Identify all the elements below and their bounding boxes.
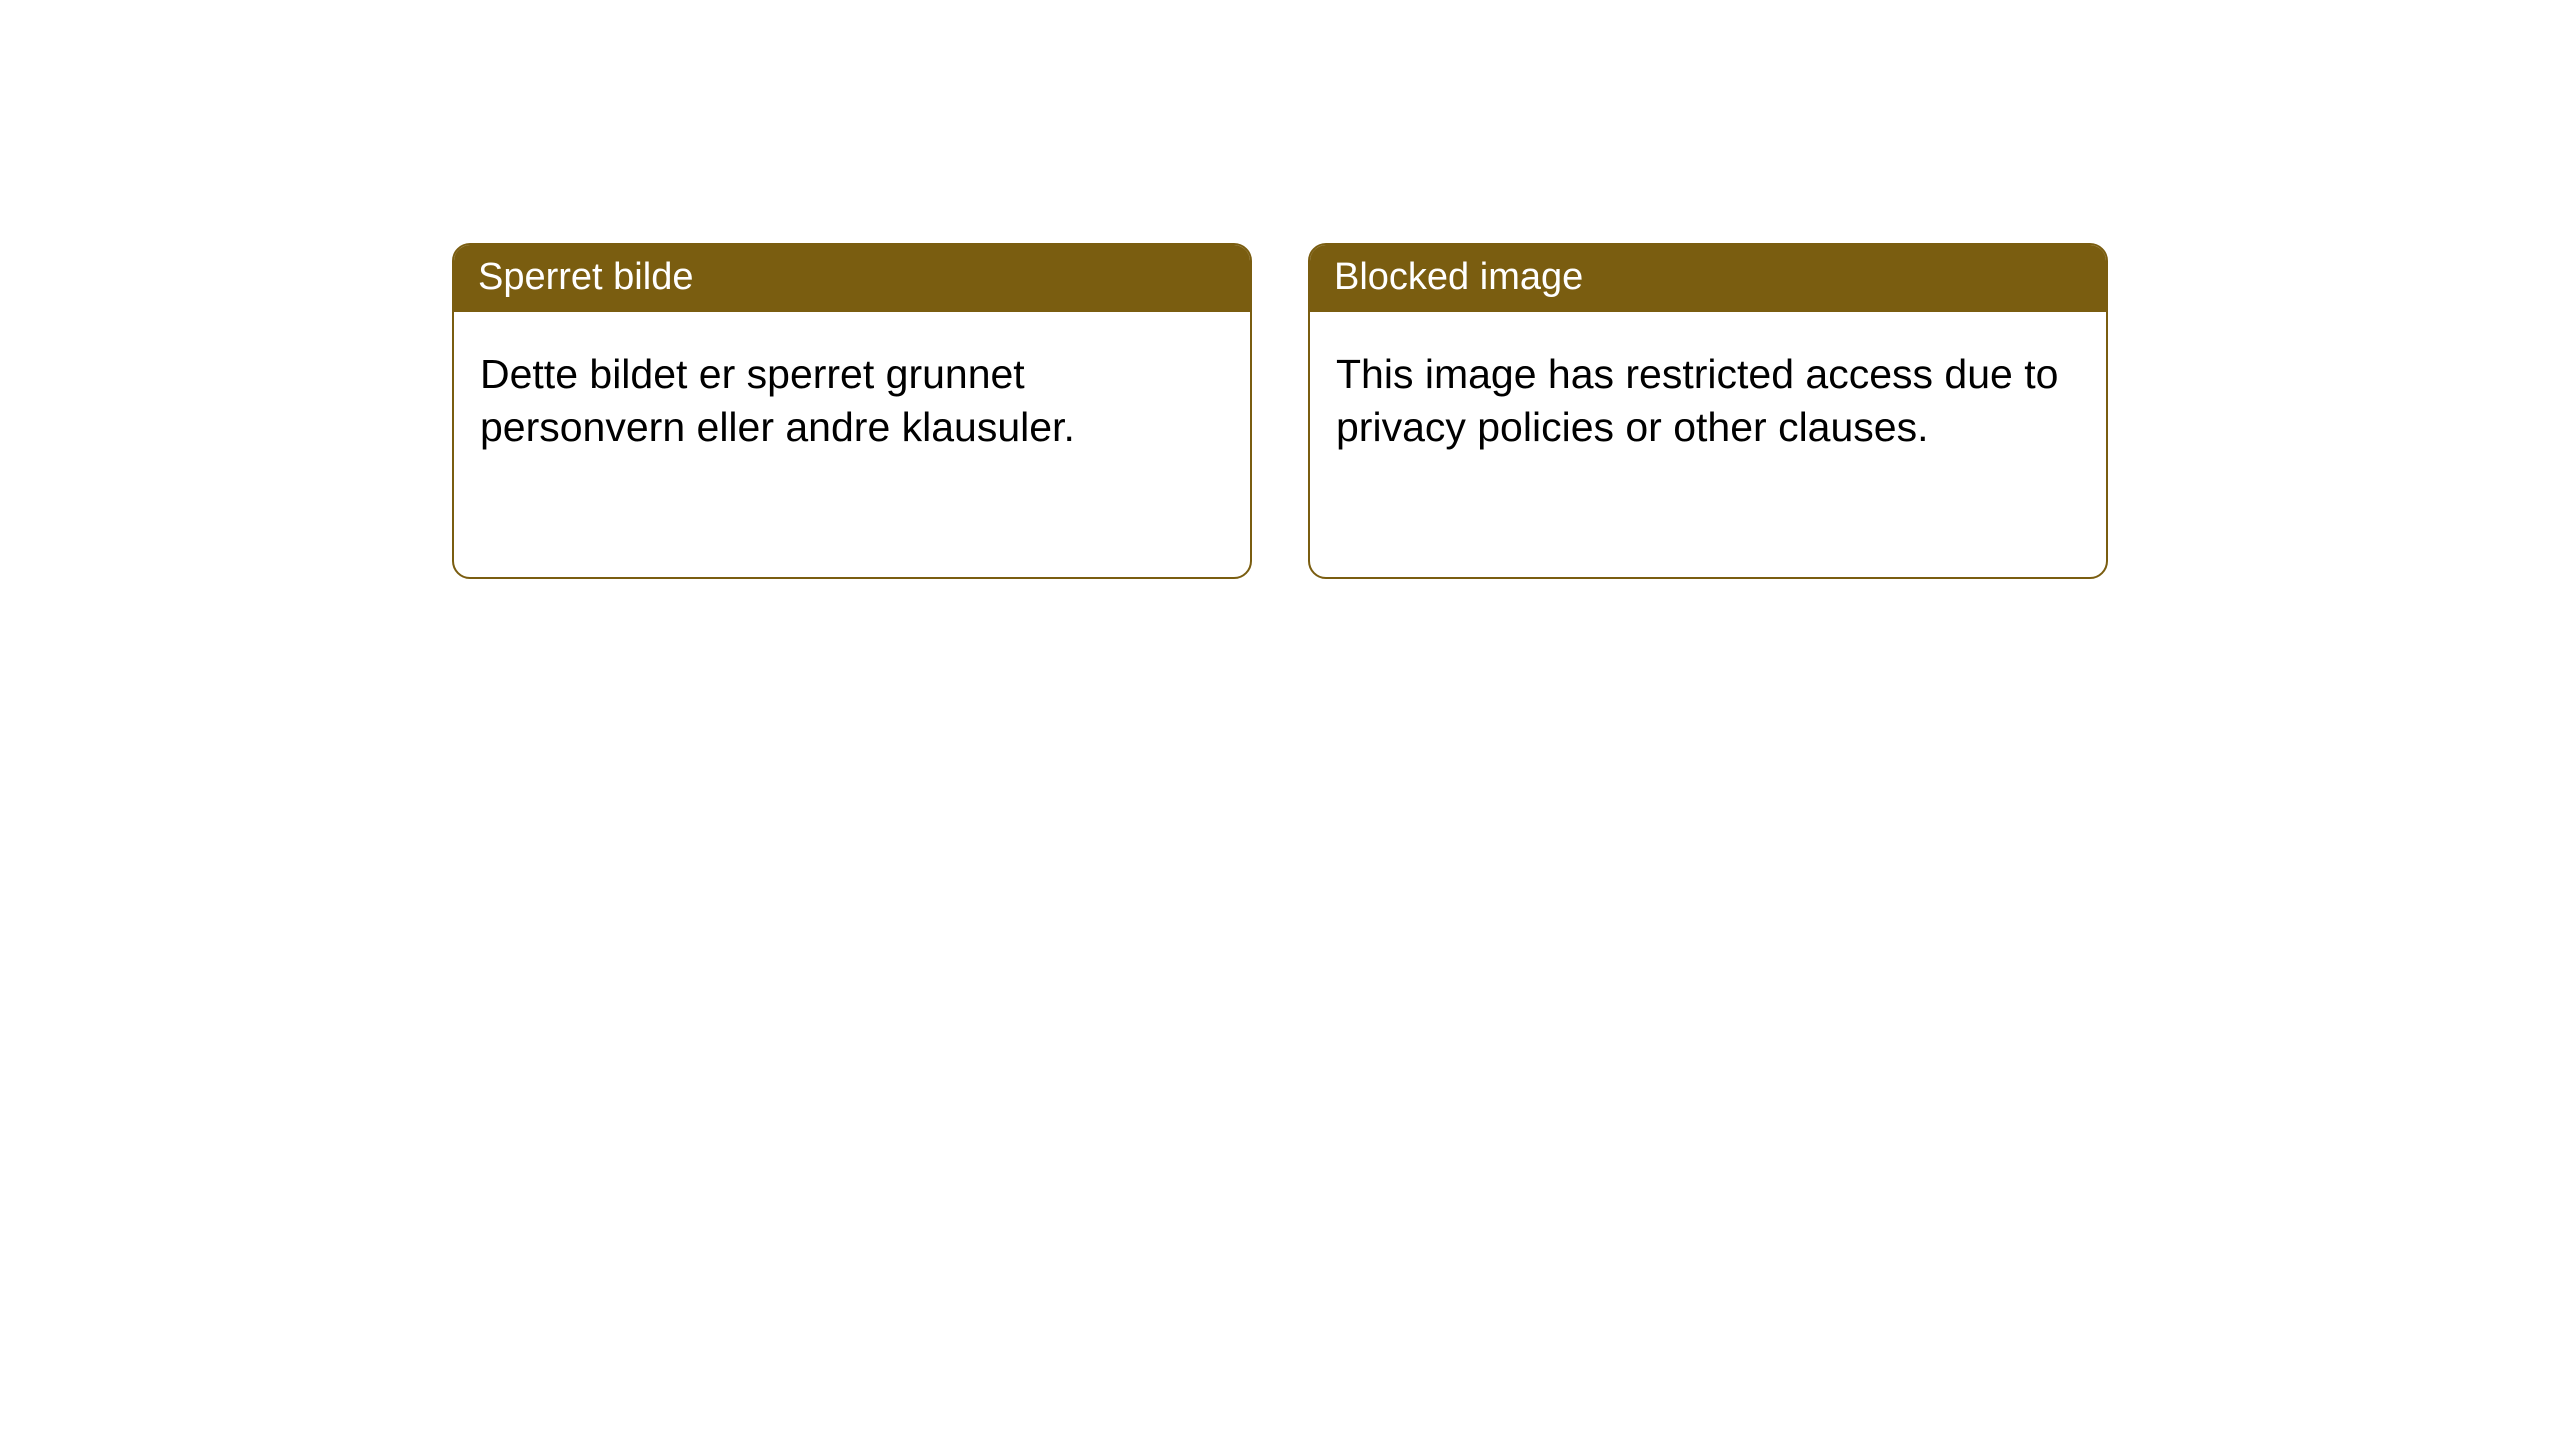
notice-body: Dette bildet er sperret grunnet personve… [454,312,1250,489]
notice-body: This image has restricted access due to … [1310,312,2106,489]
notice-title: Sperret bilde [454,245,1250,312]
notice-card-norwegian: Sperret bilde Dette bildet er sperret gr… [452,243,1252,579]
notice-card-english: Blocked image This image has restricted … [1308,243,2108,579]
notice-container: Sperret bilde Dette bildet er sperret gr… [0,0,2560,579]
notice-title: Blocked image [1310,245,2106,312]
